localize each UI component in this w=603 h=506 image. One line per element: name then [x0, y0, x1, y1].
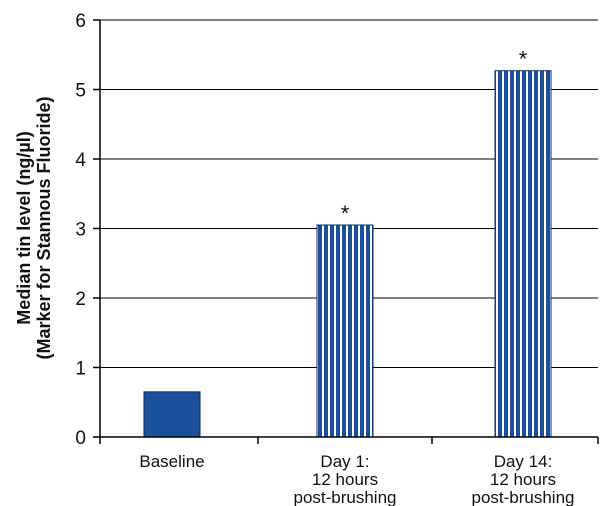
bars [143, 70, 552, 438]
y-tick-label-3: 3 [75, 220, 86, 241]
category-label-0: Baseline [139, 452, 204, 471]
category-label-2: Day 14: 12 hours post-brushing [471, 452, 574, 506]
bar-annotations: ** [341, 47, 528, 226]
y-tick-label-0: 0 [75, 428, 86, 449]
y-tick-label-6: 6 [75, 11, 86, 32]
y-tick-label-5: 5 [75, 81, 86, 102]
axes [93, 19, 599, 444]
bar-2 [494, 70, 552, 438]
y-tick-label-4: 4 [75, 150, 86, 171]
bar-1 [316, 224, 374, 438]
significance-marker-2: * [519, 47, 528, 72]
y-tick-label-2: 2 [75, 289, 86, 310]
y-axis-title: Median tin level (ng/µl)(Marker for Stan… [14, 96, 54, 359]
category-labels: Baseline Day 1: 12 hours post-brushing Day 1… [139, 452, 574, 506]
category-label-1: Day 1: 12 hours post-brushing [293, 452, 396, 506]
bar-0 [143, 391, 201, 438]
y-tick-labels: 0 1 2 3 4 5 6 [75, 11, 86, 449]
y-tick-label-1: 1 [75, 359, 86, 380]
significance-marker-1: * [341, 201, 350, 226]
